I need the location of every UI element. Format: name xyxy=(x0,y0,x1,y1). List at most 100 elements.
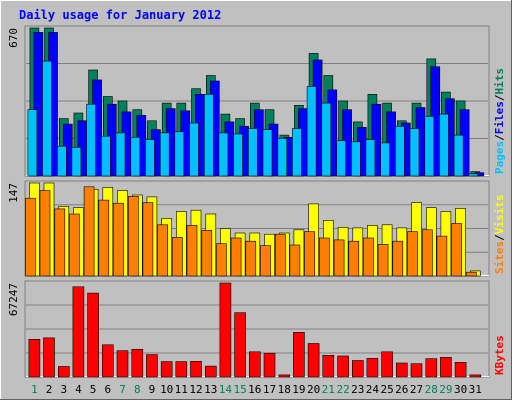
x-tick-label-day-6: 6 xyxy=(104,383,111,396)
panel-top-legend: Pages/Files/Hits xyxy=(493,68,506,174)
bar-sites-day-24 xyxy=(363,237,374,277)
bar-kbytes-day-8 xyxy=(131,348,144,378)
bar-pages-day-8 xyxy=(130,137,141,177)
bar-sites-day-28 xyxy=(421,229,433,277)
bar-sites-day-22 xyxy=(333,239,345,277)
bar-kbytes-day-26 xyxy=(395,362,408,378)
panel-bot-ymax-label: 67247 xyxy=(7,283,20,316)
bar-pages-day-22 xyxy=(336,140,346,177)
bar-sites-day-10 xyxy=(157,224,168,277)
legend-entry: Sites xyxy=(493,241,506,274)
x-tick-label-day-28: 28 xyxy=(425,383,438,396)
bar-pages-day-13 xyxy=(204,94,214,177)
bar-kbytes-day-13 xyxy=(205,365,217,378)
bar-pages-day-9 xyxy=(145,139,155,177)
panel-mid-ymax-label: 147 xyxy=(7,183,20,203)
bar-kbytes-day-22 xyxy=(337,355,349,378)
bar-sites-day-2 xyxy=(39,190,51,277)
bar-pages-day-25 xyxy=(380,142,390,177)
bar-sites-day-9 xyxy=(142,202,154,277)
bar-pages-day-10 xyxy=(159,132,170,177)
x-tick-label-day-20: 20 xyxy=(307,383,320,396)
x-tick-label-day-18: 18 xyxy=(278,383,291,396)
bar-sites-day-17 xyxy=(260,245,271,277)
bar-pages-day-27 xyxy=(409,128,420,177)
bar-kbytes-day-1 xyxy=(28,338,41,378)
panel-bot: 67247 KBytes xyxy=(7,280,506,378)
bar-kbytes-day-9 xyxy=(146,354,158,378)
bar-kbytes-day-31 xyxy=(469,374,482,378)
bar-kbytes-day-4 xyxy=(72,286,85,378)
x-tick-label-day-26: 26 xyxy=(395,383,408,396)
bar-kbytes-day-2 xyxy=(43,337,55,378)
bar-pages-day-18 xyxy=(277,138,288,177)
bar-pages-day-23 xyxy=(350,141,361,177)
bar-sites-day-13 xyxy=(201,230,213,277)
bar-sites-day-1 xyxy=(25,197,36,277)
x-tick-label-day-11: 11 xyxy=(175,383,188,396)
bar-sites-day-11 xyxy=(172,237,183,277)
x-tick-label-day-16: 16 xyxy=(248,383,261,396)
bar-pages-day-19 xyxy=(292,128,302,177)
legend-entry: / xyxy=(493,94,506,101)
bar-pages-day-4 xyxy=(71,147,82,177)
bar-sites-day-6 xyxy=(98,199,110,277)
x-tick-label-day-1: 1 xyxy=(31,383,38,396)
bar-kbytes-day-12 xyxy=(190,360,202,378)
bar-sites-day-29 xyxy=(436,235,448,277)
bar-kbytes-day-23 xyxy=(351,360,364,378)
legend-entry: KBytes xyxy=(493,335,506,375)
panel-top-ymax-label: 670 xyxy=(7,28,20,48)
legend-entry: / xyxy=(493,234,506,241)
x-tick-label-day-30: 30 xyxy=(454,383,467,396)
bar-kbytes-day-16 xyxy=(249,351,261,378)
x-tick-label-day-10: 10 xyxy=(160,383,173,396)
bar-pages-day-12 xyxy=(189,122,199,177)
x-tick-label-day-22: 22 xyxy=(336,383,349,396)
bar-sites-day-16 xyxy=(245,240,257,277)
bar-sites-day-12 xyxy=(186,225,198,277)
bar-kbytes-day-25 xyxy=(381,351,393,378)
bar-kbytes-day-15 xyxy=(234,312,246,378)
bar-pages-day-11 xyxy=(174,131,185,177)
x-tick-label-day-19: 19 xyxy=(292,383,305,396)
bar-sites-day-21 xyxy=(318,237,330,277)
x-tick-label-day-15: 15 xyxy=(233,383,246,396)
bar-kbytes-day-10 xyxy=(160,361,173,378)
x-tick-label-day-12: 12 xyxy=(189,383,202,396)
x-tick-label-day-3: 3 xyxy=(60,383,67,396)
x-tick-label-day-31: 31 xyxy=(469,383,482,396)
bar-kbytes-day-7 xyxy=(116,350,129,378)
bar-sites-day-26 xyxy=(392,240,404,277)
bar-sites-day-18 xyxy=(274,233,286,277)
bar-sites-day-30 xyxy=(451,223,462,277)
bar-sites-day-31 xyxy=(465,271,477,277)
bar-sites-day-4 xyxy=(69,213,80,277)
bar-pages-day-6 xyxy=(101,135,111,177)
bar-pages-day-28 xyxy=(424,116,435,177)
bar-pages-day-3 xyxy=(56,145,67,177)
bar-pages-day-7 xyxy=(115,132,126,177)
bar-kbytes-day-5 xyxy=(87,292,99,378)
bar-kbytes-day-28 xyxy=(425,358,438,378)
panel-bot-legend: KBytes xyxy=(493,335,506,375)
bar-sites-day-23 xyxy=(348,240,360,277)
bar-pages-day-15 xyxy=(233,133,243,177)
bar-kbytes-day-11 xyxy=(175,361,188,378)
bar-sites-day-5 xyxy=(83,186,95,277)
bar-pages-day-21 xyxy=(321,102,332,177)
bar-kbytes-day-21 xyxy=(322,354,335,378)
x-tick-label-day-8: 8 xyxy=(134,383,141,396)
bar-sites-day-8 xyxy=(128,196,139,277)
x-tick-label-day-2: 2 xyxy=(46,383,53,396)
legend-entry: Pages xyxy=(493,141,506,174)
bar-pages-day-5 xyxy=(86,103,96,177)
legend-entry: Hits xyxy=(493,68,506,95)
bar-kbytes-day-29 xyxy=(440,357,452,378)
bar-kbytes-day-20 xyxy=(307,343,320,378)
bar-kbytes-day-18 xyxy=(278,374,291,378)
bar-kbytes-day-17 xyxy=(263,352,276,378)
bar-kbytes-day-19 xyxy=(293,331,305,378)
